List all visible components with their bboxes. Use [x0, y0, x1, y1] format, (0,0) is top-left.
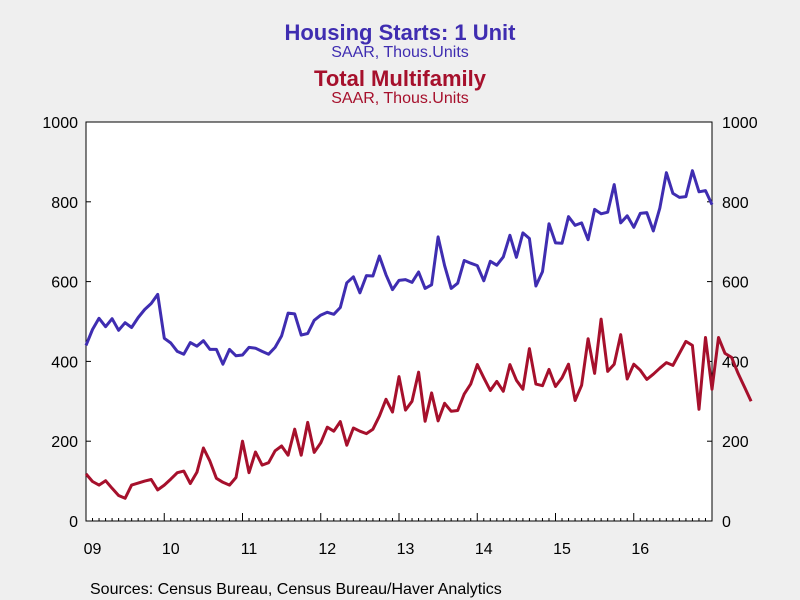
y-tick-label-left: 800	[51, 195, 78, 212]
x-tick-label: 10	[162, 541, 180, 558]
x-tick-label: 14	[475, 541, 493, 558]
subtitle-housing-starts: SAAR, Thous.Units	[331, 44, 469, 61]
y-tick-label-right: 1000	[722, 115, 758, 132]
title-housing-starts: Housing Starts: 1 Unit	[284, 20, 516, 45]
x-tick-label: 11	[241, 541, 258, 558]
y-tick-label-right: 800	[722, 195, 749, 212]
title-total-multifamily: Total Multifamily	[314, 66, 487, 91]
x-axis: 09 10 11 12 13 14 15 16	[84, 513, 706, 558]
y-tick-label-left: 400	[51, 354, 78, 371]
x-tick-label: 15	[553, 541, 571, 558]
y-tick-label-right: 0	[722, 514, 731, 531]
x-tick-label: 13	[397, 541, 415, 558]
y-tick-label-right: 600	[722, 275, 749, 292]
y-tick-label-right: 200	[722, 434, 749, 451]
plot-area	[85, 121, 713, 522]
left-y-axis: 0 200 400 600 800 1000	[42, 115, 91, 531]
x-tick-label: 12	[318, 541, 336, 558]
source-note: Sources: Census Bureau, Census Bureau/Ha…	[90, 581, 502, 598]
x-tick-label: 09	[84, 541, 102, 558]
series-line-total-multifamily	[84, 317, 753, 500]
subtitle-total-multifamily: SAAR, Thous.Units	[331, 90, 469, 107]
x-tick-label: 16	[631, 541, 649, 558]
series-line-housing-starts-1-unit	[84, 169, 714, 366]
y-tick-label-left: 1000	[42, 115, 78, 132]
y-tick-label-left: 200	[51, 434, 78, 451]
y-tick-label-left: 600	[51, 275, 78, 292]
y-tick-label-left: 0	[69, 514, 78, 531]
series-group	[84, 169, 753, 500]
